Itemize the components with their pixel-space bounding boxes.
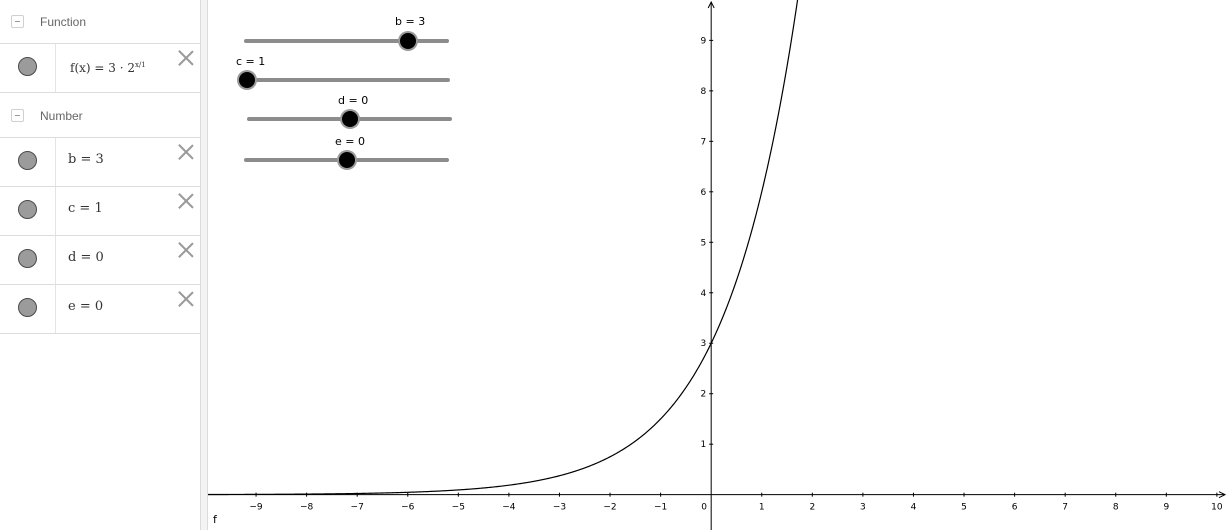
y-tick-label: 1 bbox=[700, 440, 706, 450]
marble-cell bbox=[0, 285, 56, 333]
x-tick-label: 8 bbox=[1113, 503, 1119, 513]
x-tick-label: −3 bbox=[553, 503, 566, 513]
x-tick-label: −5 bbox=[452, 503, 465, 513]
x-tick-label: −2 bbox=[603, 503, 616, 513]
graphics-view[interactable]: −9 −8 −7 −6 −5 −4 −3 −2 −1 0 1 2 3 4 5 6 7 8 9 10 1 2 3 4 5 6 7 8 9 … bbox=[208, 0, 1227, 530]
x-tick-label: 6 bbox=[1012, 503, 1018, 513]
visibility-toggle-f[interactable] bbox=[18, 57, 37, 76]
marble-cell bbox=[0, 187, 56, 235]
visibility-toggle-e[interactable] bbox=[18, 298, 37, 317]
exponent-x-over-1: x/1 bbox=[134, 61, 146, 69]
algebra-row-b[interactable]: b = 3 bbox=[0, 138, 200, 187]
x-tick-label: 2 bbox=[809, 503, 815, 513]
marble-cell bbox=[0, 44, 56, 92]
x-tick-label: −4 bbox=[502, 503, 516, 513]
group-header-function[interactable]: Function bbox=[0, 0, 200, 44]
slider-c[interactable] bbox=[239, 69, 450, 93]
slider-b[interactable] bbox=[244, 30, 449, 54]
slider-label-b: b = 3 bbox=[395, 15, 426, 28]
group-label-function: Function bbox=[40, 15, 87, 29]
y-axis-arrow bbox=[707, 0, 715, 9]
delete-d-button[interactable] bbox=[178, 242, 194, 258]
slider-label-c: c = 1 bbox=[236, 55, 266, 68]
slider-knob-b[interactable] bbox=[400, 33, 416, 49]
slider-track-b[interactable] bbox=[244, 39, 449, 43]
x-tick-label: 10 bbox=[1211, 503, 1223, 513]
algebra-row-e[interactable]: e = 0 bbox=[0, 285, 200, 334]
x-tick-label: 4 bbox=[911, 503, 917, 513]
slider-e[interactable] bbox=[244, 149, 449, 173]
slider-knob-e[interactable] bbox=[338, 152, 355, 168]
delete-c-button[interactable] bbox=[178, 193, 194, 209]
algebra-row-c[interactable]: c = 1 bbox=[0, 187, 200, 236]
x-tick-label: 1 bbox=[759, 503, 765, 513]
expression-d[interactable]: d = 0 bbox=[68, 250, 104, 265]
slider-track-c[interactable] bbox=[247, 78, 450, 82]
view-divider[interactable] bbox=[200, 0, 208, 530]
expression-f[interactable]: f(x) = 3 · 2x/1 bbox=[70, 61, 146, 75]
x-tick-label: 0 bbox=[701, 503, 707, 513]
y-tick-label: 9 bbox=[700, 36, 706, 46]
slider-label-e: e = 0 bbox=[335, 135, 365, 148]
function-label-f: f bbox=[213, 513, 217, 526]
group-header-number[interactable]: Number bbox=[0, 94, 200, 138]
y-tick-label: 5 bbox=[700, 238, 706, 248]
x-axis-arrow bbox=[1218, 491, 1227, 499]
algebra-row-d[interactable]: d = 0 bbox=[0, 236, 200, 285]
expression-f-text: f(x) = 3 · 2 bbox=[70, 61, 135, 75]
delete-e-button[interactable] bbox=[178, 291, 194, 307]
y-tick-label: 7 bbox=[700, 137, 706, 147]
x-tick-label: 7 bbox=[1062, 503, 1068, 513]
expression-e[interactable]: e = 0 bbox=[68, 299, 104, 314]
algebra-row-f[interactable]: f(x) = 3 · 2x/1 bbox=[0, 44, 200, 93]
y-tick-label: 2 bbox=[700, 390, 706, 400]
x-tick-label: −1 bbox=[654, 503, 667, 513]
x-tick-label: 9 bbox=[1163, 503, 1169, 513]
x-tick-label: 5 bbox=[961, 503, 967, 513]
marble-cell bbox=[0, 236, 56, 284]
graph-canvas[interactable]: −9 −8 −7 −6 −5 −4 −3 −2 −1 0 1 2 3 4 5 6 7 8 9 10 1 2 3 4 5 6 7 8 9 bbox=[208, 0, 1227, 530]
x-tick-label: 3 bbox=[860, 503, 866, 513]
visibility-toggle-b[interactable] bbox=[18, 151, 37, 170]
x-tick-label: −6 bbox=[401, 503, 415, 513]
x-tick-label: −7 bbox=[351, 503, 364, 513]
slider-label-d: d = 0 bbox=[338, 94, 369, 107]
y-tick-label: 4 bbox=[700, 289, 706, 299]
slider-knob-c[interactable] bbox=[239, 72, 255, 88]
x-tick-label: −8 bbox=[300, 503, 314, 513]
delete-b-button[interactable] bbox=[178, 144, 194, 160]
marble-cell bbox=[0, 138, 56, 186]
group-label-number: Number bbox=[40, 109, 83, 123]
y-tick-label: 3 bbox=[700, 339, 706, 349]
collapse-function-button[interactable] bbox=[11, 15, 24, 28]
y-tick-label: 8 bbox=[700, 87, 706, 97]
collapse-number-button[interactable] bbox=[11, 109, 24, 122]
slider-knob-d[interactable] bbox=[341, 111, 358, 127]
function-curve-f[interactable] bbox=[208, 0, 804, 496]
x-tick-label: −9 bbox=[249, 503, 263, 513]
slider-d[interactable] bbox=[247, 108, 452, 132]
algebra-view: Function f(x) = 3 · 2x/1 Number b = 3 c … bbox=[0, 0, 200, 530]
delete-f-button[interactable] bbox=[178, 50, 194, 66]
visibility-toggle-c[interactable] bbox=[18, 200, 37, 219]
expression-c[interactable]: c = 1 bbox=[68, 201, 103, 216]
expression-b[interactable]: b = 3 bbox=[68, 152, 104, 167]
visibility-toggle-d[interactable] bbox=[18, 249, 37, 268]
y-tick-label: 6 bbox=[700, 188, 706, 198]
